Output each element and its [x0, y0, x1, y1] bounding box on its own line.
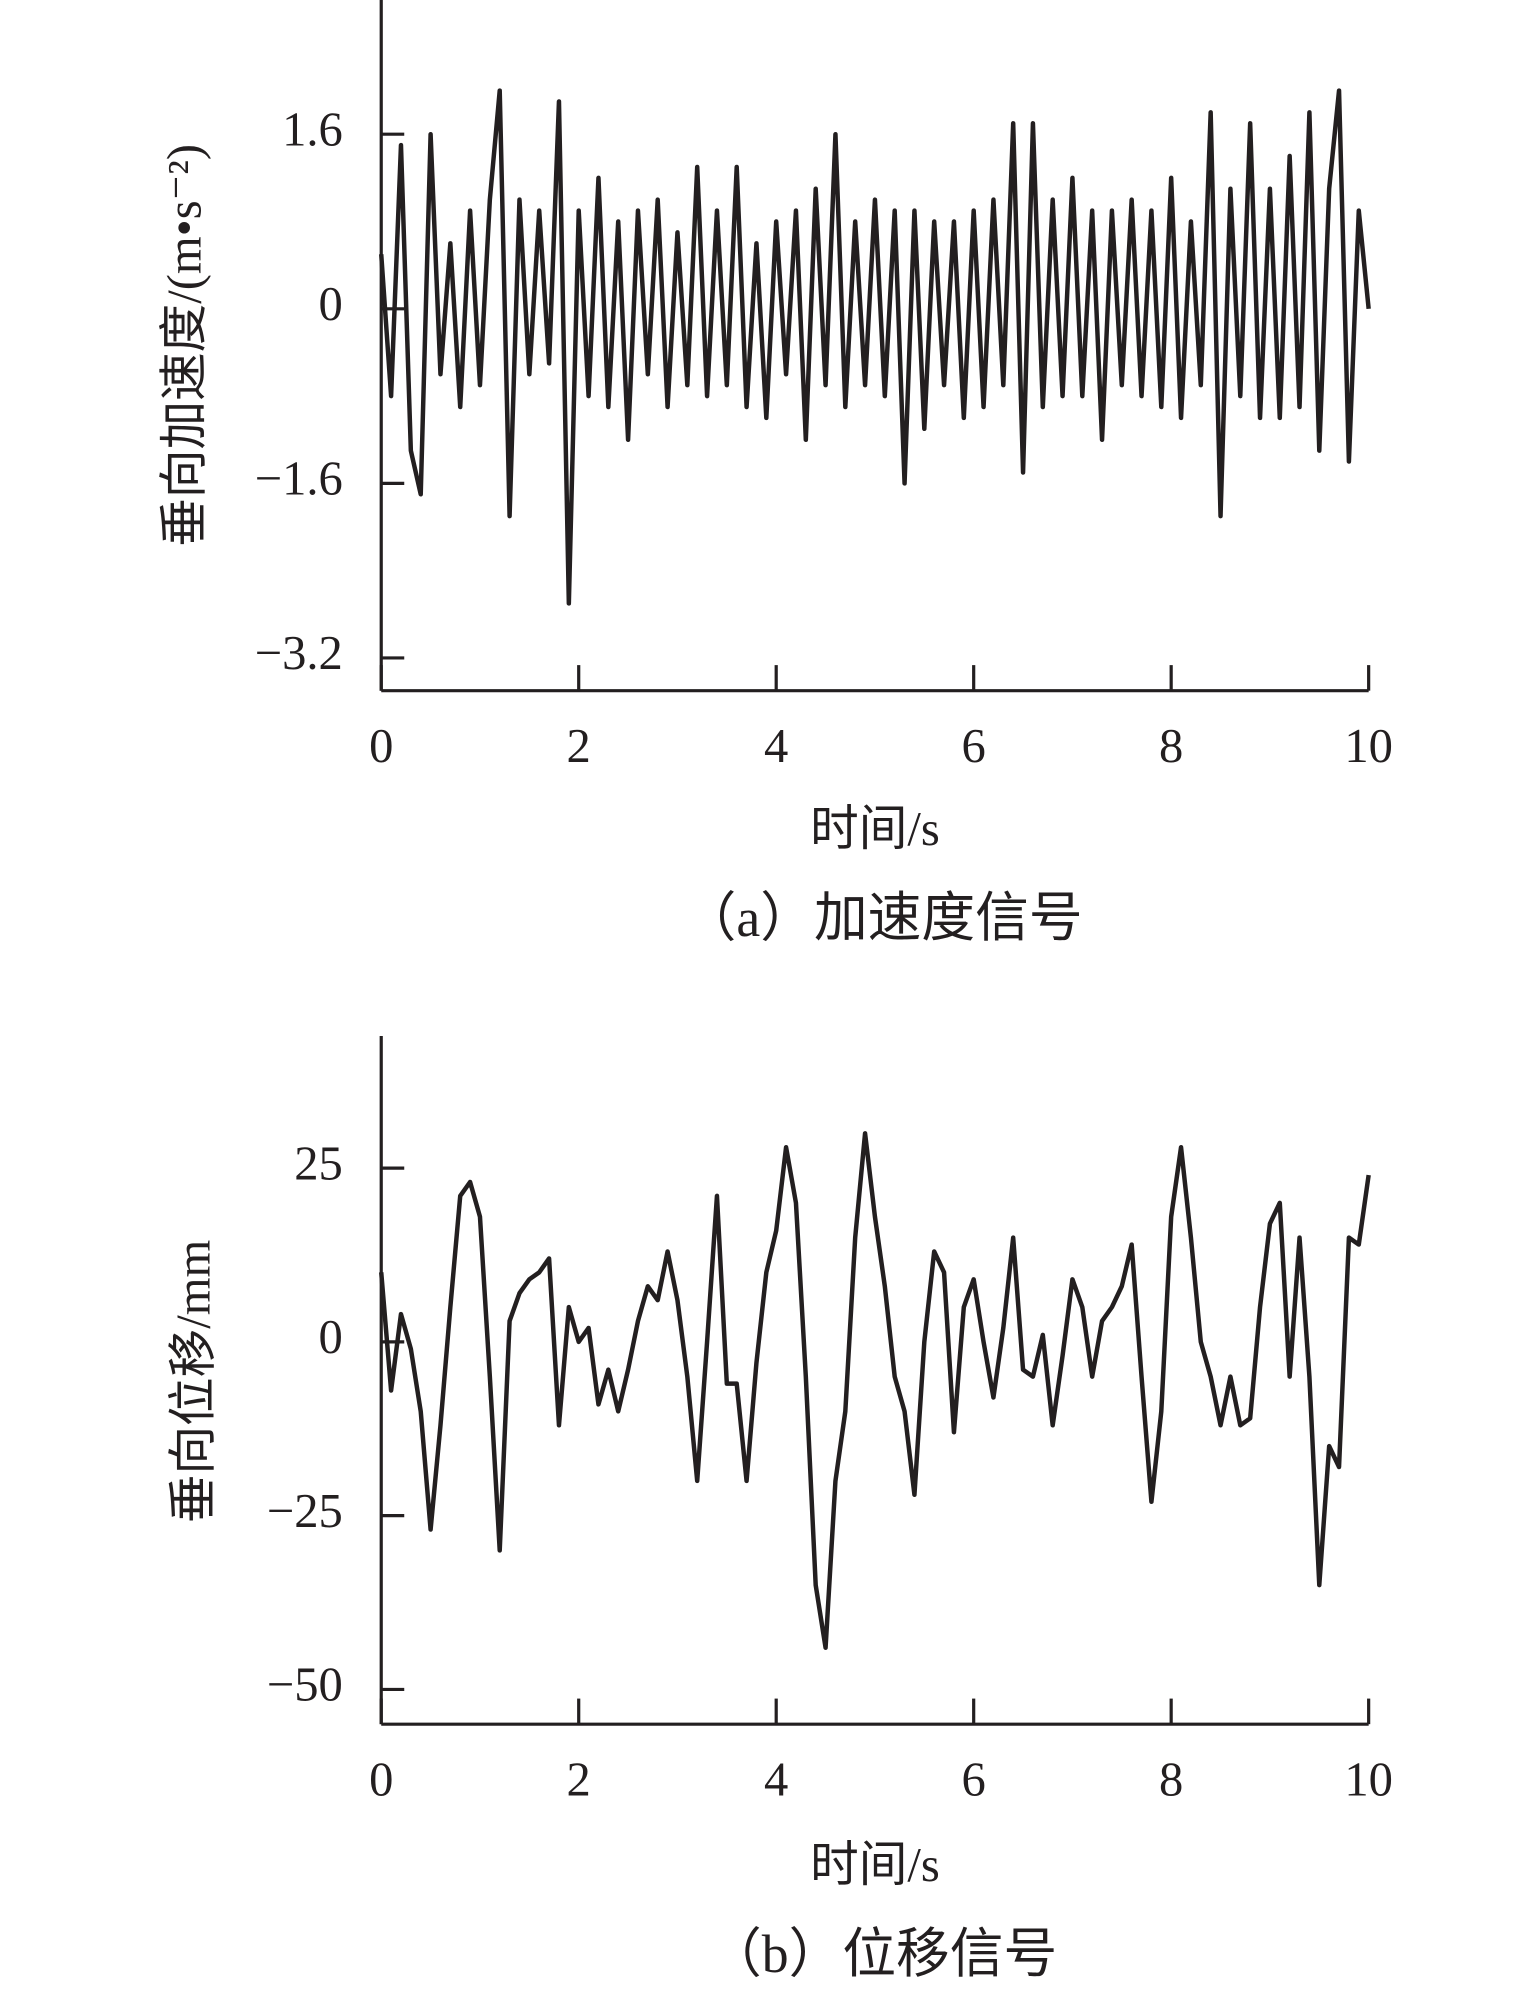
data-line: [378, 1131, 1371, 1650]
x-tick-label: 2: [567, 719, 591, 773]
y-tick-label: 0: [319, 277, 343, 331]
y-tick-label: −25: [267, 1484, 343, 1538]
y-tick-label: −3.2: [255, 626, 343, 680]
x-tick-label: 8: [1159, 719, 1183, 773]
x-tick-label: 2: [567, 1752, 591, 1806]
x-tick-label: 0: [369, 719, 393, 773]
y-tick-label: 1.6: [282, 102, 343, 156]
y-tick-label: 0: [319, 1310, 343, 1364]
y-tick-label: −1.6: [255, 452, 343, 506]
y-tick-label: −50: [267, 1658, 343, 1712]
x-tick-label: 4: [764, 1752, 788, 1806]
x-tick-label: 8: [1159, 1752, 1183, 1806]
x-tick-label: 6: [962, 719, 986, 773]
x-axis-label: 时间/s: [810, 802, 940, 856]
x-tick-label: 4: [764, 719, 788, 773]
y-axis-label: 垂向位移/mm: [166, 1239, 220, 1523]
x-tick-label: 6: [962, 1752, 986, 1806]
caption: （a）加速度信号: [683, 888, 1083, 948]
y-tick-label: 25: [294, 1136, 343, 1190]
data-line: [378, 88, 1371, 606]
caption: （b）位移信号: [708, 1924, 1057, 1984]
x-tick-label: 10: [1344, 719, 1393, 773]
x-axis-label: 时间/s: [810, 1838, 940, 1892]
x-tick-label: 10: [1344, 1752, 1393, 1806]
x-tick-label: 0: [369, 1752, 393, 1806]
y-axis-label: 垂向加速度/(m•s⁻²): [158, 144, 212, 547]
